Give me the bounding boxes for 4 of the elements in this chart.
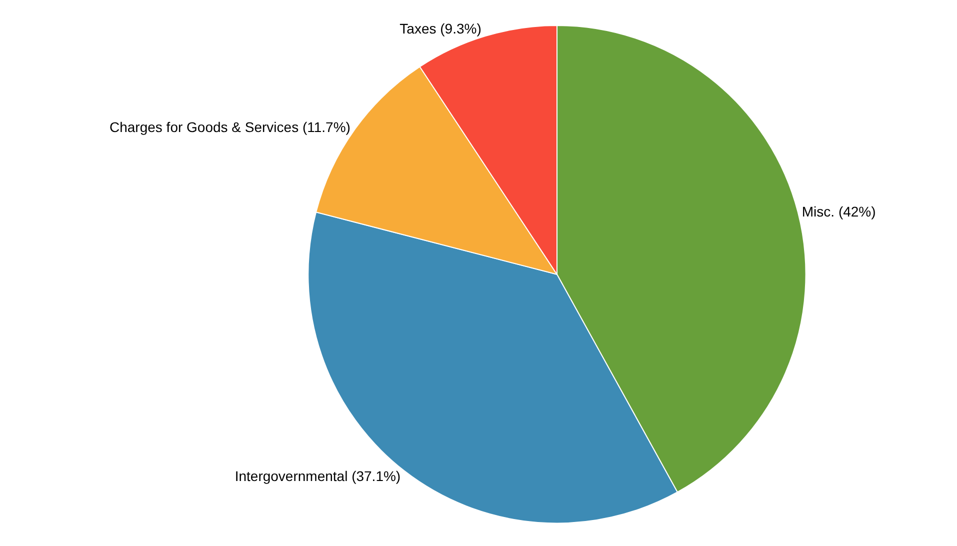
slice-label: Charges for Goods & Services (11.7%) [109,119,350,136]
slice-label: Taxes (9.3%) [400,20,482,37]
slice-label: Misc. (42%) [802,204,876,220]
slice-label: Intergovernmental (37.1%) [234,468,401,484]
